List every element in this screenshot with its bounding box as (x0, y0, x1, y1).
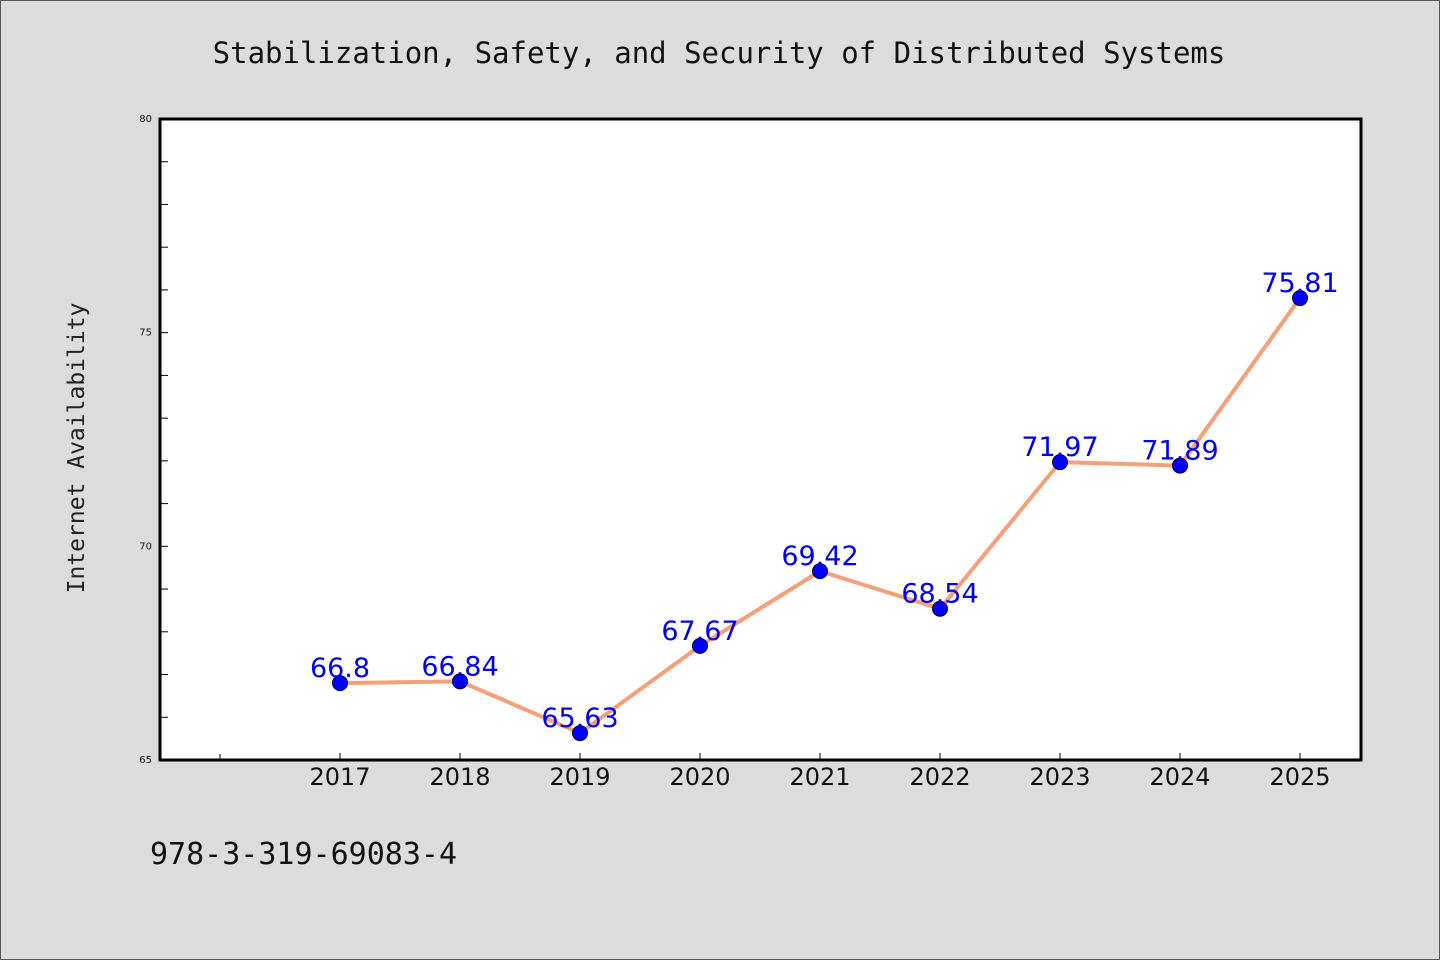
y-tick-label: 75 (139, 328, 152, 339)
x-tick-label: 2018 (429, 763, 490, 791)
x-axis-ticks: 2017 2018 2019 2020 2021 2022 2023 2024 2025 (219, 753, 1331, 791)
x-tick-label: 2019 (549, 763, 610, 791)
data-point (1172, 457, 1188, 474)
data-label: 69.42 (781, 541, 858, 572)
data-point (572, 725, 588, 742)
x-tick-label: 2017 (309, 763, 370, 791)
x-tick-label: 2020 (669, 763, 730, 791)
y-axis-ticks: 65 70 75 80 (139, 114, 168, 766)
x-tick-label: 2023 (1029, 763, 1090, 791)
y-tick-label: 70 (139, 541, 152, 552)
data-point (812, 563, 828, 580)
data-label: 71.89 (1141, 436, 1218, 467)
data-point (452, 673, 468, 690)
x-tick-label: 2022 (909, 763, 970, 791)
x-tick-label: 2021 (789, 763, 850, 791)
data-label: 65.63 (541, 703, 618, 734)
chart-title: Stabilization, Safety, and Security of D… (213, 36, 1226, 70)
data-labels: 66.8 66.84 65.63 67.67 69.42 68.54 71.97 71.89 7… (310, 268, 1339, 734)
x-tick-label: 2025 (1269, 763, 1330, 791)
data-label: 66.8 (310, 653, 370, 684)
y-tick-label: 80 (139, 114, 152, 125)
data-point (692, 637, 708, 654)
data-label: 71.97 (1021, 432, 1098, 463)
data-label: 75.81 (1261, 268, 1338, 299)
y-axis-label: Internet Availability (64, 303, 90, 594)
data-label: 67.67 (661, 616, 738, 647)
data-label: 66.84 (421, 651, 498, 682)
isbn-footer: 978-3-319-69083-4 (150, 837, 457, 872)
x-tick-label: 2024 (1149, 763, 1210, 791)
y-tick-label: 65 (139, 755, 152, 766)
plot-area (158, 117, 1363, 762)
series-layer (332, 290, 1308, 742)
data-point (932, 600, 948, 617)
data-point (1292, 290, 1308, 307)
data-point (1052, 454, 1068, 471)
data-point (332, 675, 348, 692)
data-label: 68.54 (901, 579, 978, 610)
